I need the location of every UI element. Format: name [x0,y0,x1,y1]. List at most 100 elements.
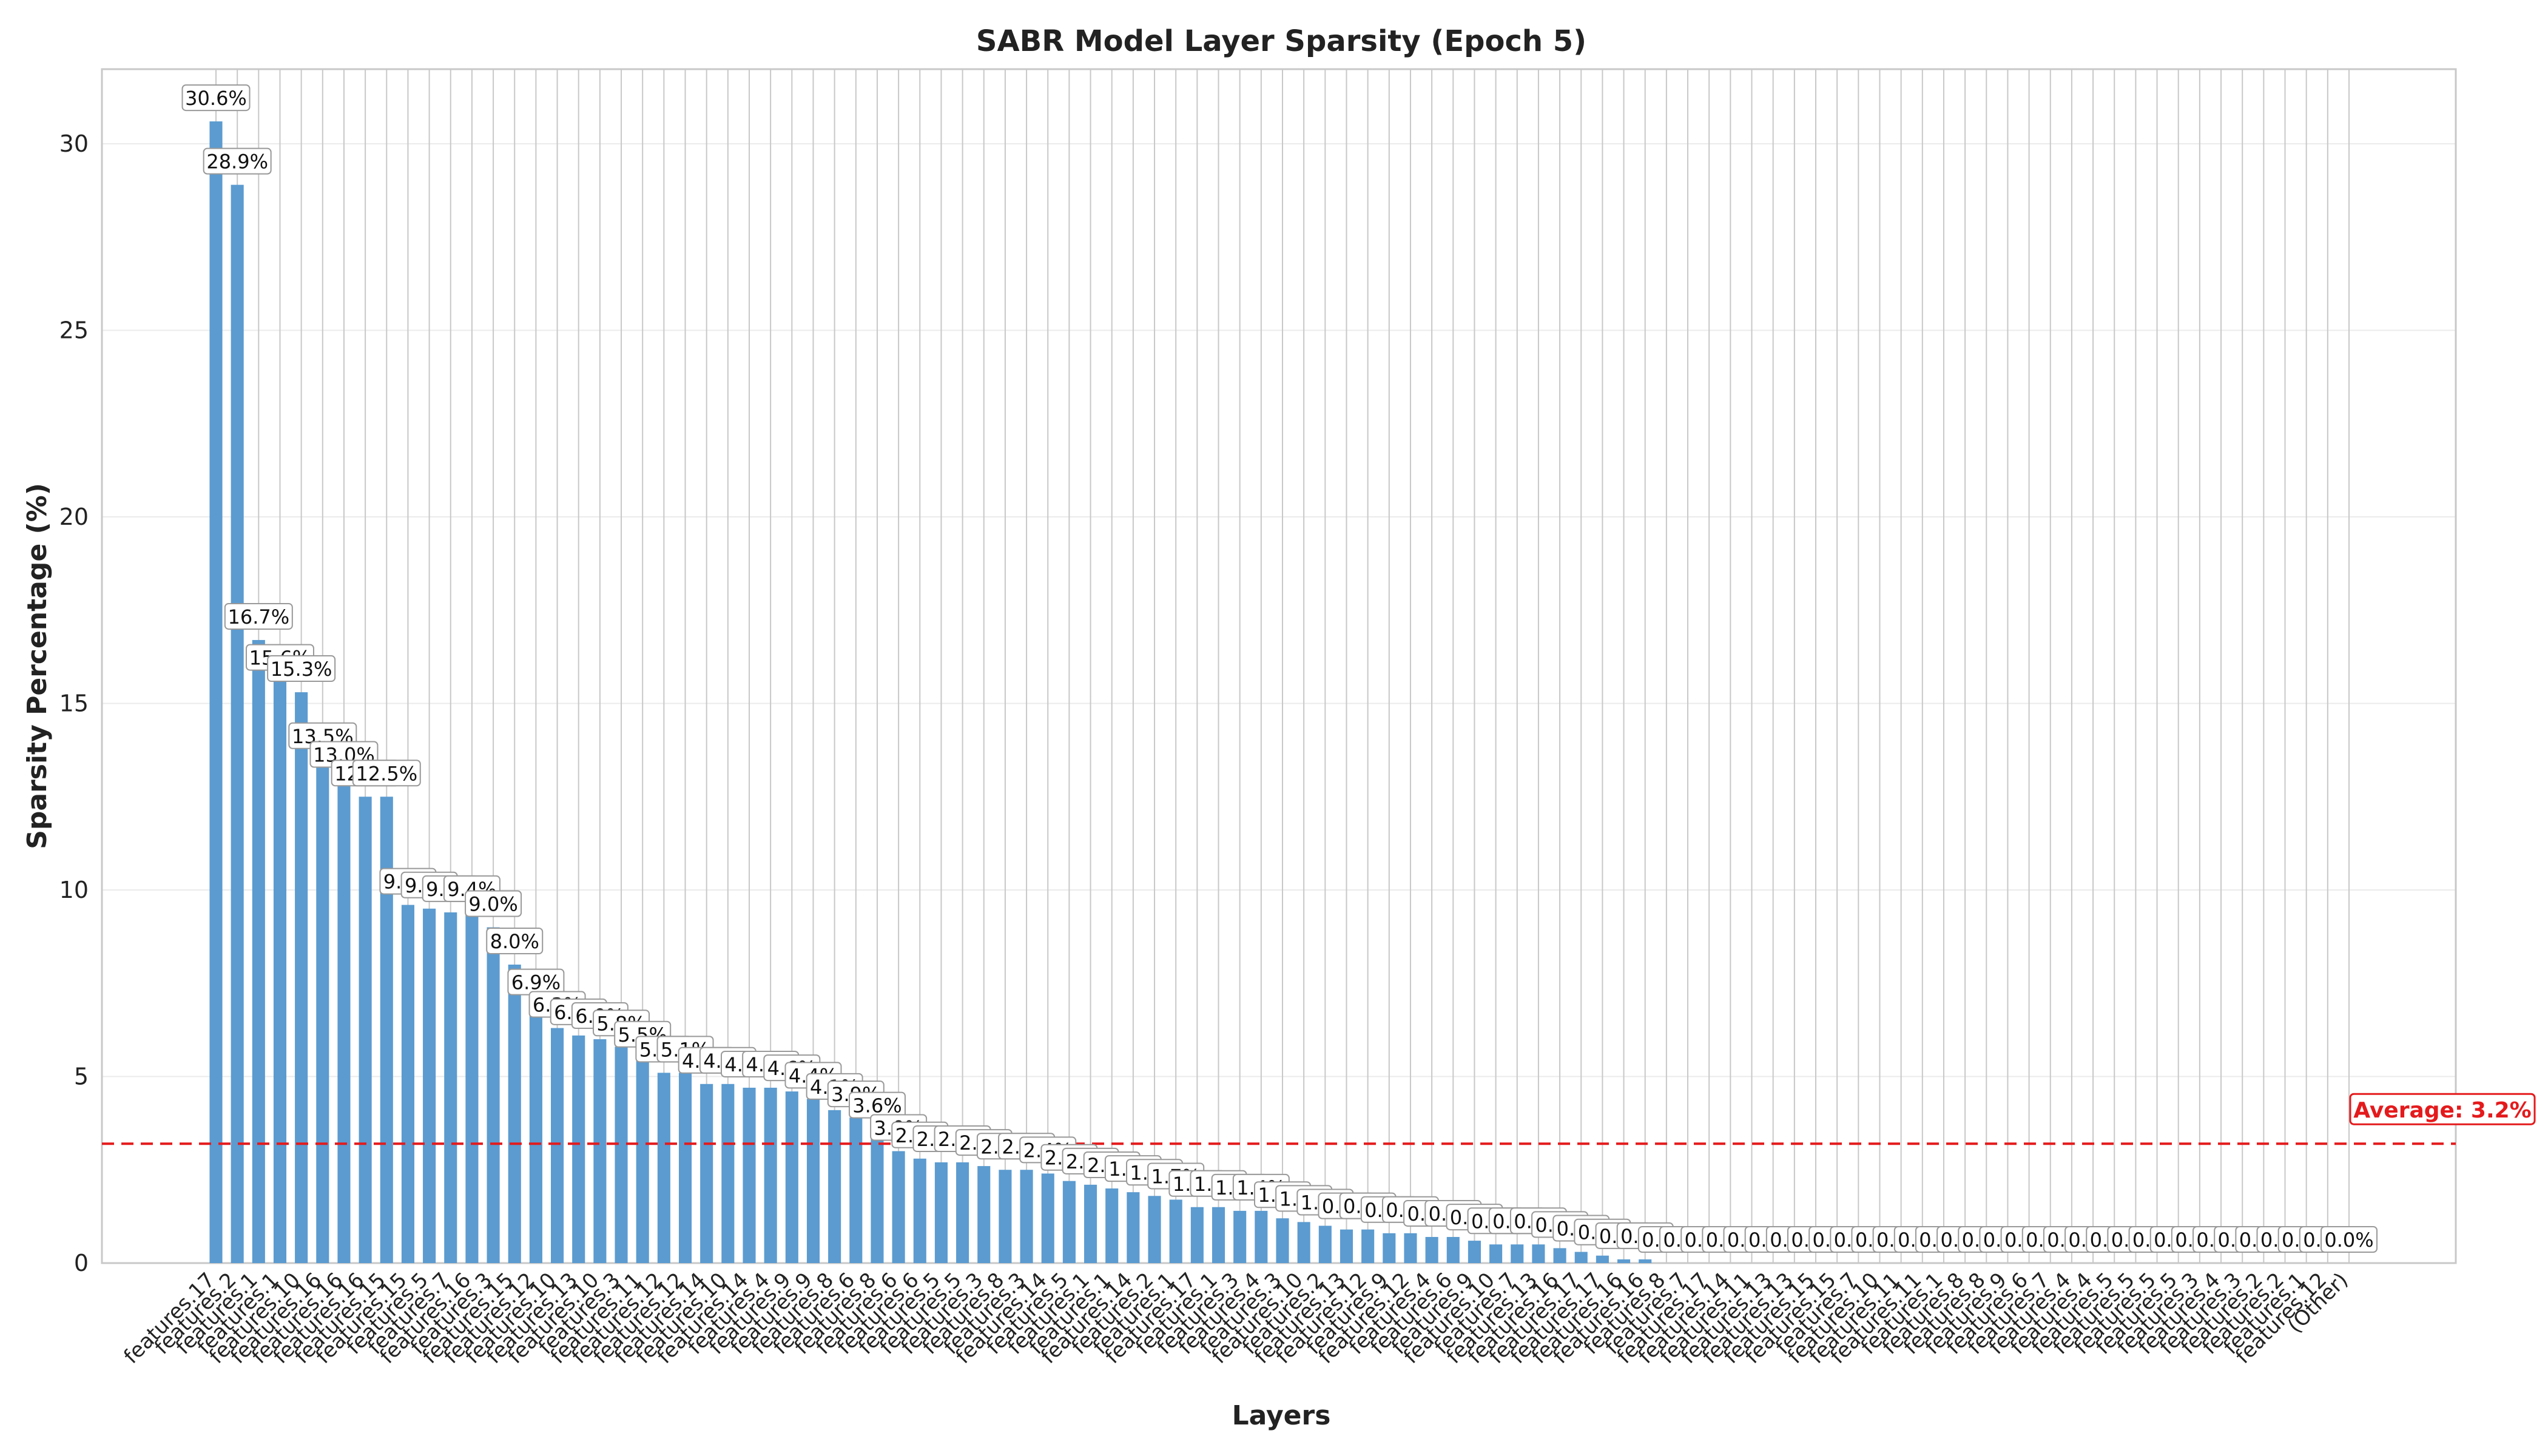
bar [295,692,308,1263]
y-tick-label: 30 [59,130,89,157]
bar [700,1084,713,1263]
bar [615,1046,628,1263]
y-tick-label: 25 [59,317,89,344]
bar [1276,1218,1289,1263]
bar [1084,1184,1097,1263]
data-label: 3.6% [852,1094,902,1117]
bar [487,927,500,1263]
bar [1617,1259,1631,1263]
bar [1127,1192,1140,1263]
bar [465,912,479,1263]
bar [337,778,351,1263]
data-label: 0.0% [2324,1228,2373,1252]
bar [1233,1210,1247,1263]
y-tick-label: 0 [74,1250,89,1276]
bar [1212,1207,1225,1263]
data-labels-group: 30.6%28.9%16.7%15.6%15.3%13.5%13.0%12.5%… [181,84,2378,1253]
y-tick-label: 10 [59,877,89,903]
bar [359,797,372,1263]
bar [1639,1259,1652,1263]
average-label: Average: 3.2% [2353,1098,2531,1123]
bar [572,1035,585,1263]
bar [999,1170,1012,1263]
bar [380,797,393,1263]
bar [1553,1248,1566,1263]
bar [913,1158,926,1263]
bar [1041,1173,1054,1263]
bar [1468,1241,1481,1263]
bar [892,1151,905,1263]
bar [231,184,244,1263]
bar [743,1087,756,1263]
bar [209,121,223,1264]
average-line-group: Average: 3.2% [102,1093,2536,1145]
data-label-box [465,890,522,917]
bar [1105,1188,1119,1263]
bar [529,1005,542,1263]
bar [1596,1255,1609,1263]
data-label: 15.3% [271,658,332,681]
bar [1020,1170,1033,1263]
bar [721,1084,735,1263]
data-label-box [203,147,272,175]
data-label-box [486,928,544,954]
bar [956,1162,969,1263]
data-label: 28.9% [206,150,268,174]
bar [1489,1244,1503,1263]
data-label-box [224,602,293,630]
bar [1574,1252,1588,1263]
bar [401,905,414,1263]
data-label: 8.0% [490,930,539,953]
data-label-box [267,655,336,682]
bar [764,1087,777,1263]
bar [252,639,265,1263]
data-label-box [2320,1226,2378,1253]
y-axis-ticks: 0 5 10 15 20 25 30 [59,130,89,1276]
bar [1532,1244,1545,1263]
bar [1062,1181,1076,1263]
bar [444,912,457,1263]
bar [551,1028,564,1263]
bar [1425,1236,1438,1263]
bar [1318,1225,1332,1263]
bar [508,965,521,1263]
x-axis-label: Layers [1232,1400,1331,1431]
data-label-box [181,84,251,112]
bar [785,1091,798,1263]
bar [1446,1236,1460,1263]
bar [1383,1233,1396,1263]
data-label: 6.9% [511,971,561,994]
bar [1169,1199,1182,1263]
bar [1404,1233,1417,1263]
average-label-box [2349,1093,2536,1125]
chart-title: SABR Model Layer Sparsity (Epoch 5) [976,24,1586,58]
bar [593,1039,607,1263]
y-tick-label: 15 [59,690,89,717]
data-label: 30.6% [185,87,247,110]
bar [273,681,287,1263]
bar [678,1073,692,1263]
bar [977,1166,991,1263]
bar [657,1073,670,1263]
bar [934,1162,948,1263]
data-label: 12.5% [356,762,417,785]
bar [423,908,436,1263]
y-tick-label: 20 [59,504,89,530]
bars-group [209,121,1652,1264]
bar [871,1128,884,1263]
bar [849,1117,863,1263]
bar [828,1110,841,1263]
bar [1340,1229,1353,1263]
bar [806,1099,820,1263]
bar [1297,1222,1310,1263]
y-axis-label: Sparsity Percentage (%) [22,483,53,849]
data-label: 16.7% [228,605,289,629]
x-axis-ticks: features.17features.2features.1features.… [120,1268,2353,1369]
bar [1511,1244,1524,1263]
y-tick-label: 5 [74,1063,89,1090]
bar [1361,1229,1375,1263]
bar [316,759,329,1263]
bar [1190,1207,1204,1263]
bar [1255,1210,1268,1263]
